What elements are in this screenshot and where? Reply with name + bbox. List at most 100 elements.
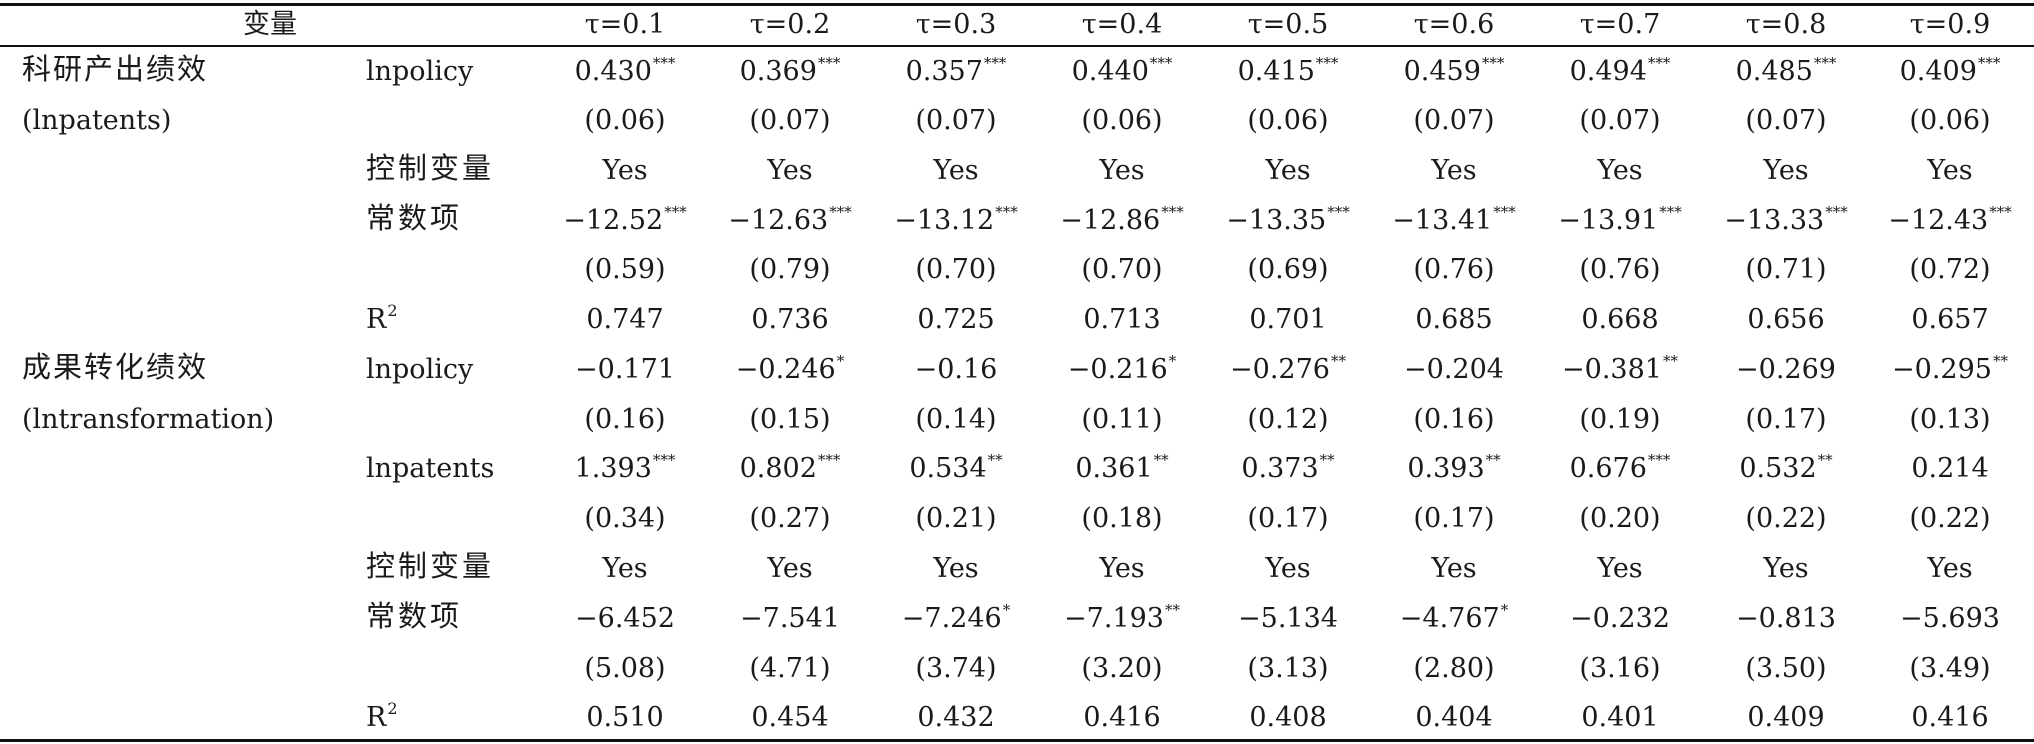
cell-value: Yes: [1431, 155, 1477, 186]
cell-value: −4.767: [1399, 603, 1500, 634]
cell-value: (0.27): [749, 503, 831, 534]
cell-value: 0.214: [1911, 453, 1989, 484]
significance-stars: ***: [1315, 54, 1339, 72]
cell-value: 0.361: [1075, 453, 1153, 484]
table-cell: −13.35***: [1226, 205, 1349, 236]
cell-value: (0.16): [1413, 404, 1495, 435]
table-cell: Yes: [767, 157, 812, 184]
row-label-text: R: [366, 702, 387, 733]
cell-value: 0.747: [586, 304, 664, 335]
table-cell: −12.63***: [728, 205, 851, 235]
row-label-text: lnpolicy: [366, 56, 474, 87]
table-cell: 0.409: [1747, 704, 1824, 731]
table-cell: (3.16): [1579, 655, 1660, 682]
table-cell: (0.07): [1413, 107, 1494, 134]
significance-stars: ***: [1327, 203, 1350, 221]
table-cell: (5.08): [584, 655, 665, 682]
table-cell: Yes: [767, 555, 812, 582]
row-label-text: R: [366, 304, 387, 335]
table-cell: Yes: [602, 157, 647, 184]
cell-value: Yes: [767, 553, 813, 584]
cell-value: 0.454: [751, 702, 829, 733]
table-cell: 0.656: [1747, 306, 1824, 333]
table-cell: (0.22): [1745, 505, 1826, 532]
table-cell: (0.70): [915, 256, 996, 283]
table-cell: (0.19): [1579, 406, 1660, 433]
table-cell: 0.685: [1415, 306, 1492, 333]
cell-value: −0.246: [735, 354, 836, 385]
table-cell: −0.171: [575, 356, 675, 383]
table-cell: (0.11): [1081, 406, 1162, 433]
cell-value: (0.70): [1081, 254, 1163, 285]
table-cell: 0.404: [1415, 704, 1492, 731]
table-cell: 0.485***: [1736, 56, 1837, 86]
cell-value: Yes: [1099, 155, 1145, 186]
cell-value: 0.510: [586, 702, 664, 733]
significance-stars: **: [1330, 352, 1346, 370]
cell-value: −0.381: [1562, 354, 1662, 385]
significance-stars: *: [1500, 601, 1509, 619]
column-header: τ=0.9: [1909, 9, 1991, 40]
cell-value: −5.693: [1900, 603, 2000, 634]
table-cell: (0.17): [1745, 406, 1826, 433]
row-label-text: 常数项: [366, 599, 463, 633]
table-cell: −0.232: [1570, 605, 1670, 632]
cell-value: 0.494: [1569, 56, 1647, 87]
table-cell: −12.52***: [563, 205, 686, 235]
table-cell: (3.74): [915, 655, 996, 682]
table-cell: 0.747: [586, 306, 663, 333]
cell-value: 0.393: [1407, 453, 1485, 484]
table-cell: 0.357***: [906, 56, 1007, 86]
table-cell: 0.736: [751, 306, 828, 333]
table-cell: Yes: [1927, 555, 1972, 582]
cell-value: (0.07): [1745, 105, 1827, 136]
cell-value: (3.20): [1081, 653, 1163, 684]
cell-value: −13.91: [1558, 205, 1659, 236]
significance-stars: ***: [1659, 203, 1682, 221]
table-cell: 0.408: [1249, 704, 1326, 731]
table-cell: (0.16): [1413, 406, 1494, 433]
cell-value: 0.416: [1911, 702, 1989, 733]
cell-value: (4.71): [749, 653, 831, 684]
significance-stars: ***: [817, 451, 841, 469]
cell-value: (0.69): [1247, 254, 1329, 285]
table-cell: 0.657: [1911, 306, 1988, 333]
cell-value: 0.440: [1071, 56, 1149, 87]
cell-value: −6.452: [575, 603, 675, 634]
cell-value: (0.76): [1413, 254, 1495, 285]
cell-value: (3.49): [1909, 653, 1991, 684]
column-header: τ=0.3: [915, 9, 997, 40]
table-cell: (0.06): [1909, 107, 1990, 134]
panel-subtitle: (lnpatents): [22, 105, 172, 136]
table-cell: (0.21): [915, 505, 996, 532]
cell-value: −7.246: [901, 603, 1002, 634]
table-cell: 0.373**: [1241, 453, 1334, 483]
cell-value: −13.35: [1226, 205, 1327, 236]
table-cell: 0.361**: [1075, 453, 1168, 484]
row-label: lnpatents: [366, 455, 494, 482]
table-cell: 0.393**: [1407, 453, 1500, 484]
table-cell: 0.369***: [740, 56, 841, 86]
table-cell: 0.432: [917, 704, 994, 731]
significance-stars: ***: [829, 203, 852, 221]
cell-value: 0.676: [1569, 453, 1647, 484]
significance-stars: ***: [1813, 54, 1837, 72]
cell-value: 0.802: [739, 453, 817, 484]
significance-stars: *: [836, 352, 845, 370]
cell-value: (3.50): [1745, 653, 1827, 684]
table-cell: 0.668: [1581, 306, 1658, 333]
cell-value: (0.06): [584, 105, 666, 136]
table-cell: (0.76): [1579, 256, 1660, 283]
cell-value: Yes: [1927, 553, 1973, 584]
table-cell: 1.393***: [575, 453, 676, 483]
cell-value: −0.204: [1404, 354, 1504, 385]
table-cell: (3.20): [1081, 655, 1162, 682]
cell-value: (0.17): [1745, 404, 1827, 435]
cell-value: Yes: [1099, 553, 1145, 584]
table-cell: 0.454: [751, 704, 828, 731]
significance-stars: **: [987, 451, 1003, 469]
significance-stars: **: [1319, 451, 1335, 469]
table-cell: (0.59): [584, 256, 665, 283]
cell-value: (3.13): [1247, 653, 1329, 684]
table-cell: (0.14): [915, 406, 996, 433]
